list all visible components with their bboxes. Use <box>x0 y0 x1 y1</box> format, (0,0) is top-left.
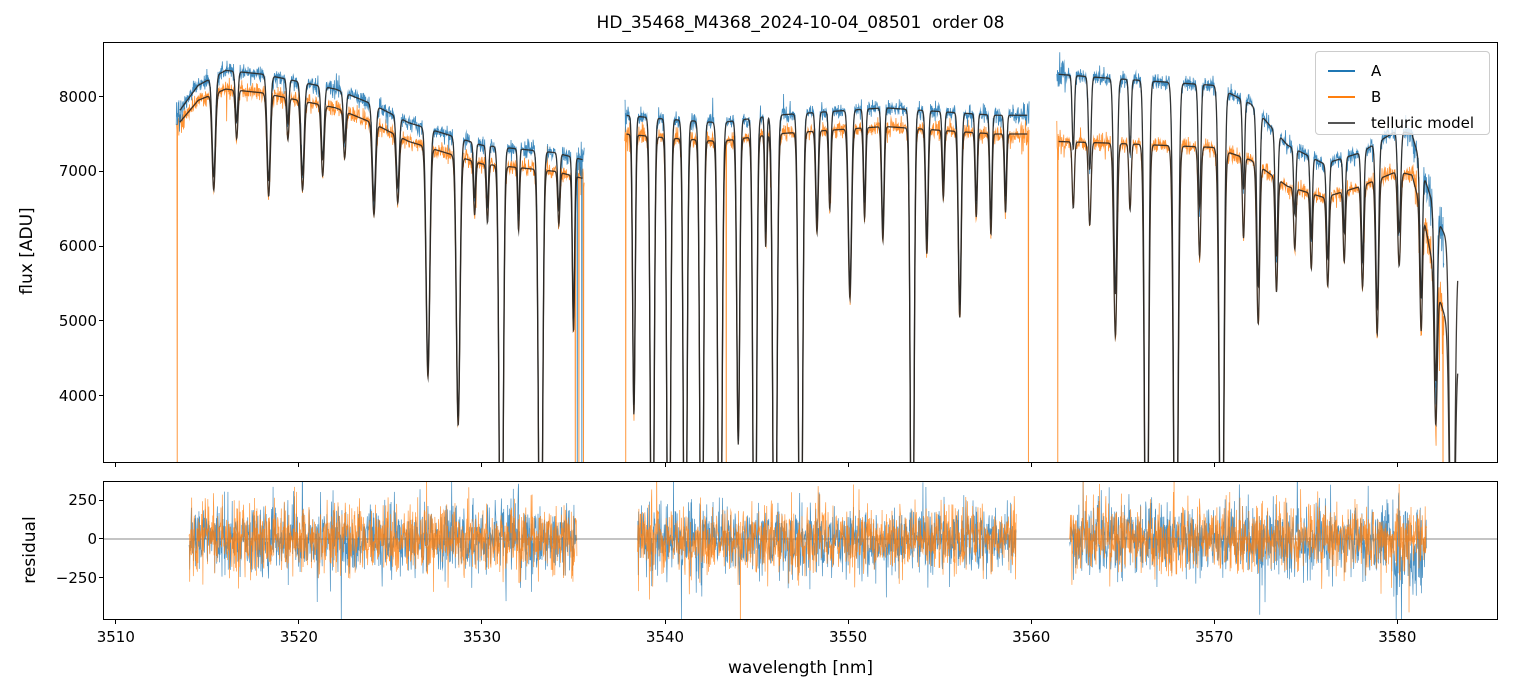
y-tick-label: 4000 <box>58 386 97 405</box>
legend: A B telluric model <box>1315 51 1490 135</box>
x-tick-mark <box>664 620 666 624</box>
y-tick-label: 0 <box>87 529 97 548</box>
x-tick-label: 3530 <box>462 628 502 646</box>
y-tick-label: −250 <box>55 568 97 587</box>
x-tick-mark <box>481 620 483 624</box>
y-tick-mark <box>99 538 103 540</box>
x-tick-mark <box>1396 620 1398 624</box>
residual-plot-canvas <box>103 481 1498 620</box>
x-tick-mark <box>1030 620 1032 624</box>
y-tick-label: 250 <box>68 491 97 509</box>
legend-entry-a: A <box>1328 58 1489 84</box>
x-tick-mark <box>847 463 849 467</box>
x-tick-label: 3540 <box>645 628 685 646</box>
legend-label-a: A <box>1371 62 1382 80</box>
x-tick-mark <box>115 620 117 624</box>
y-tick-mark <box>99 320 103 322</box>
x-tick-mark <box>1213 463 1215 467</box>
legend-label-telluric-model: telluric model <box>1371 114 1475 132</box>
y-tick-mark <box>99 96 103 98</box>
x-tick-mark <box>298 463 300 467</box>
series-a-line-icon <box>1328 70 1355 72</box>
legend-entry-b: B <box>1328 84 1489 110</box>
x-axis-label: wavelength [nm] <box>727 658 874 678</box>
x-tick-mark <box>847 620 849 624</box>
y-tick-label: 5000 <box>58 311 97 330</box>
chart-title: HD_35468_M4368_2024-10-04_08501 order 08 <box>596 13 1005 33</box>
y-tick-mark <box>99 170 103 172</box>
series-b-line-icon <box>1328 96 1355 98</box>
x-tick-label: 3520 <box>279 628 318 646</box>
x-tick-label: 3570 <box>1195 628 1234 646</box>
y-tick-mark <box>99 245 103 247</box>
y-tick-label: 6000 <box>58 237 97 256</box>
residual-y-axis-label: residual <box>20 516 40 584</box>
x-tick-mark <box>1030 463 1032 467</box>
y-tick-mark <box>99 499 103 501</box>
x-tick-mark <box>1213 620 1215 624</box>
x-tick-mark <box>115 463 117 467</box>
legend-entry-telluric-model: telluric model <box>1328 110 1489 136</box>
x-tick-mark <box>298 620 300 624</box>
x-tick-mark <box>664 463 666 467</box>
y-tick-mark <box>99 577 103 579</box>
telluric-model-line-icon <box>1328 122 1355 124</box>
flux-plot-canvas <box>103 42 1498 463</box>
x-tick-label: 3580 <box>1378 628 1417 646</box>
flux-y-axis-label: flux [ADU] <box>17 207 37 295</box>
y-tick-mark <box>99 395 103 397</box>
x-tick-label: 3560 <box>1012 628 1051 646</box>
y-tick-label: 7000 <box>58 162 97 181</box>
x-tick-label: 3510 <box>96 628 135 646</box>
x-tick-mark <box>1396 463 1398 467</box>
y-tick-label: 8000 <box>58 87 97 106</box>
x-tick-mark <box>481 463 483 467</box>
legend-label-b: B <box>1371 88 1382 106</box>
x-tick-label: 3550 <box>829 628 868 646</box>
